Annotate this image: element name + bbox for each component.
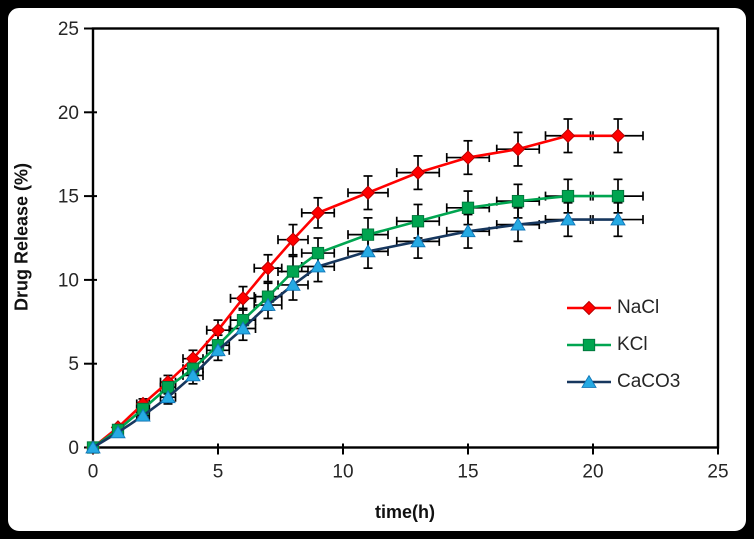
data-point-marker	[160, 389, 176, 404]
y-tick-label: 15	[58, 187, 79, 208]
x-tick-label: 0	[88, 462, 99, 483]
data-point-marker	[410, 165, 426, 180]
data-point-marker	[511, 194, 525, 208]
legend: NaCl KCl CaCO3	[566, 296, 680, 393]
data-point-marker	[210, 343, 226, 357]
data-point-marker	[286, 265, 300, 278]
data-point-marker	[460, 150, 476, 165]
data-point-marker	[235, 321, 251, 335]
y-tick-label: 25	[58, 19, 79, 40]
data-point-marker	[85, 440, 101, 454]
data-point-marker	[260, 297, 276, 311]
data-point-marker	[285, 277, 301, 291]
data-point-marker	[510, 141, 526, 157]
legend-label-nacl: NaCl	[617, 296, 660, 318]
data-point-marker	[460, 224, 476, 238]
data-point-marker	[260, 260, 276, 276]
data-point-marker	[610, 128, 626, 144]
data-point-marker	[310, 205, 326, 221]
data-point-marker	[410, 234, 426, 248]
data-point-marker	[360, 244, 376, 258]
data-point-marker	[561, 189, 575, 203]
data-point-marker	[582, 338, 596, 351]
x-tick-label: 20	[582, 462, 603, 483]
data-point-marker	[510, 217, 526, 231]
data-point-marker	[310, 259, 326, 273]
nacl-line-marker-icon	[567, 300, 611, 315]
y-tick-label: 0	[68, 438, 79, 459]
x-tick-label: 25	[707, 462, 728, 483]
data-point-marker	[560, 212, 576, 226]
data-point-marker	[285, 232, 301, 247]
x-axis-title: time(h)	[375, 502, 435, 522]
data-point-marker	[611, 189, 625, 203]
x-tick-label: 5	[213, 462, 224, 483]
legend-label-caco3: CaCO3	[617, 370, 681, 392]
data-point-marker	[461, 201, 475, 214]
data-point-marker	[581, 374, 597, 388]
y-axis-title: Drug Release (%)	[11, 162, 32, 312]
y-tick-label: 5	[68, 354, 79, 375]
caco3-line-marker-icon	[567, 374, 611, 388]
data-point-marker	[185, 368, 201, 382]
legend-item-nacl: NaCl	[566, 296, 680, 319]
data-point-marker	[361, 228, 375, 241]
data-point-marker	[581, 300, 597, 315]
x-tick-label: 15	[457, 462, 478, 483]
data-point-marker	[210, 322, 226, 338]
legend-item-caco3: CaCO3	[566, 370, 680, 393]
series-line	[91, 134, 620, 449]
data-point-marker	[135, 408, 151, 422]
data-point-marker	[411, 215, 425, 228]
data-point-marker	[560, 128, 576, 144]
legend-item-kcl: KCl	[566, 333, 680, 356]
data-point-marker	[235, 291, 251, 306]
x-tick-label: 10	[332, 462, 353, 483]
data-point-marker	[360, 185, 376, 200]
y-tick-label: 10	[58, 270, 79, 291]
kcl-line-marker-icon	[567, 338, 611, 351]
data-point-marker	[110, 425, 126, 439]
series-line	[91, 218, 620, 449]
legend-label-kcl: KCl	[617, 333, 648, 355]
data-point-marker	[311, 246, 325, 260]
series-caco3	[85, 212, 626, 454]
series-line	[91, 194, 620, 449]
data-point-marker	[610, 212, 626, 226]
y-tick-label: 20	[58, 103, 79, 124]
